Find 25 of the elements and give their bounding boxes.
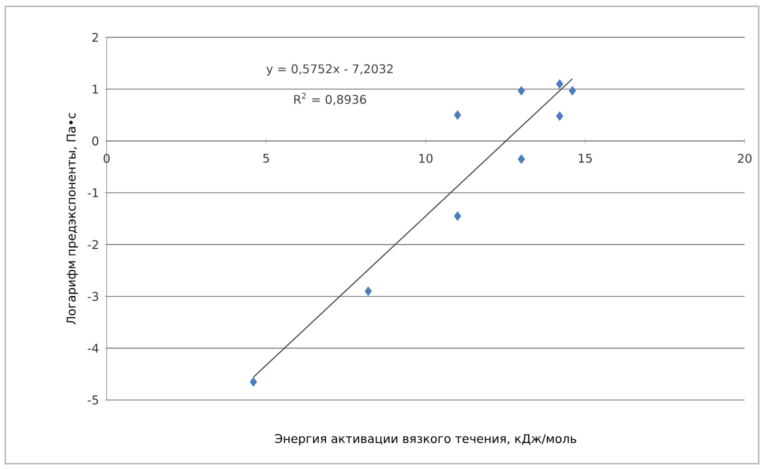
x-tick-label: 10: [419, 154, 432, 163]
point: [518, 154, 525, 164]
y-axis-title: Логарифм предэкспоненты, Па•с: [66, 113, 78, 324]
y-tick-label: 1: [92, 84, 98, 94]
point: [454, 110, 462, 120]
point: [250, 377, 257, 386]
x-tick-label: 20: [738, 154, 752, 163]
point: [556, 112, 564, 121]
y-tick-label: -5: [88, 396, 98, 404]
point: [454, 212, 462, 221]
x-tick-label: 15: [578, 154, 592, 163]
y-tick-label: -1: [88, 188, 98, 198]
y-tick-label: 0: [92, 136, 98, 146]
y-tick-label: -3: [88, 292, 98, 301]
y-tick-label: -4: [88, 344, 98, 353]
point: [518, 86, 525, 96]
annotation: R$^{2}$ = 0,8936: [294, 92, 366, 106]
y-tick-label: -2: [88, 240, 98, 250]
point: [556, 79, 564, 89]
annotation: y = 0,5752x - 7,2032: [266, 64, 393, 76]
x-axis-title: Энергия активации вязкого течения, кДж/моль: [275, 434, 576, 446]
point: [568, 86, 576, 96]
x-tick-label: 5: [263, 154, 269, 163]
point: [364, 286, 372, 296]
y-tick-label: 2: [92, 32, 98, 42]
